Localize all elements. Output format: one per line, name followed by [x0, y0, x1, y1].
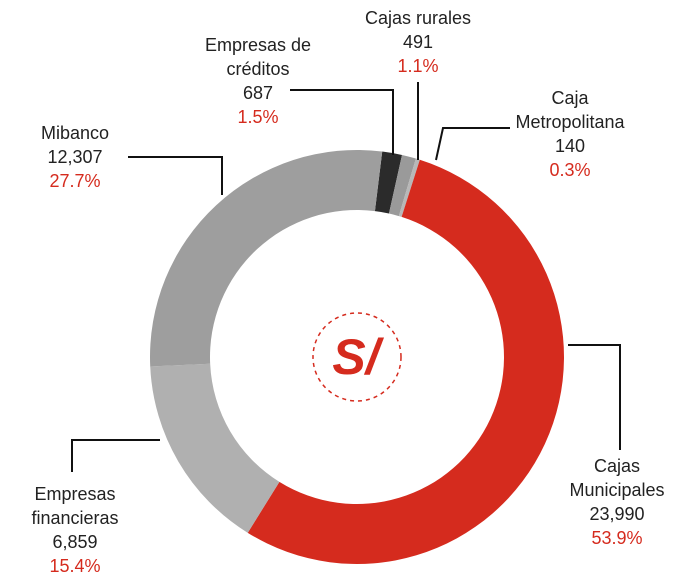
- category-label: Mibanco: [40, 123, 110, 143]
- center-circle: [312, 312, 402, 402]
- value-label: 140: [554, 136, 586, 156]
- category-label: Cajas Municipales: [569, 456, 665, 500]
- percentage-label: 15.4%: [49, 556, 101, 573]
- slice-label: Cajas rurales 491 1.1%: [348, 6, 488, 78]
- category-label: Caja Metropolitana: [515, 88, 625, 132]
- leader-line: [568, 344, 621, 450]
- slice-label: Caja Metropolitana 140 0.3%: [500, 86, 640, 182]
- slice: [374, 151, 403, 214]
- value-label: 12,307: [47, 147, 103, 167]
- percentage-label: 53.9%: [591, 528, 643, 548]
- value-label: 491: [402, 32, 434, 52]
- percentage-label: 1.1%: [397, 56, 439, 76]
- slice: [398, 158, 420, 217]
- slice-label: Mibanco 12,307 27.7%: [20, 121, 130, 193]
- slice: [388, 154, 416, 217]
- category-label: Empresas financieras: [31, 484, 119, 528]
- slice-label: Empresas de créditos 687 1.5%: [198, 33, 318, 129]
- value-label: 6,859: [52, 532, 98, 552]
- leader-line: [435, 127, 510, 161]
- slice: [150, 150, 383, 367]
- slice-label: Empresas financieras 6,859 15.4%: [10, 482, 140, 573]
- percentage-label: 1.5%: [237, 107, 279, 127]
- percentage-label: 27.7%: [49, 171, 101, 191]
- slice: [247, 159, 565, 565]
- value-label: 23,990: [589, 504, 645, 524]
- leader-line: [128, 156, 223, 195]
- slice: [150, 363, 280, 533]
- value-label: 687: [242, 83, 274, 103]
- percentage-label: 0.3%: [549, 160, 591, 180]
- category-label: Cajas rurales: [364, 8, 472, 28]
- leader-line: [71, 439, 160, 472]
- slices: [150, 150, 565, 565]
- leader-line: [290, 89, 394, 155]
- center-label: S/: [332, 329, 384, 385]
- slice-label: Cajas Municipales 23,990 53.9%: [552, 454, 679, 550]
- category-label: Empresas de créditos: [204, 35, 312, 79]
